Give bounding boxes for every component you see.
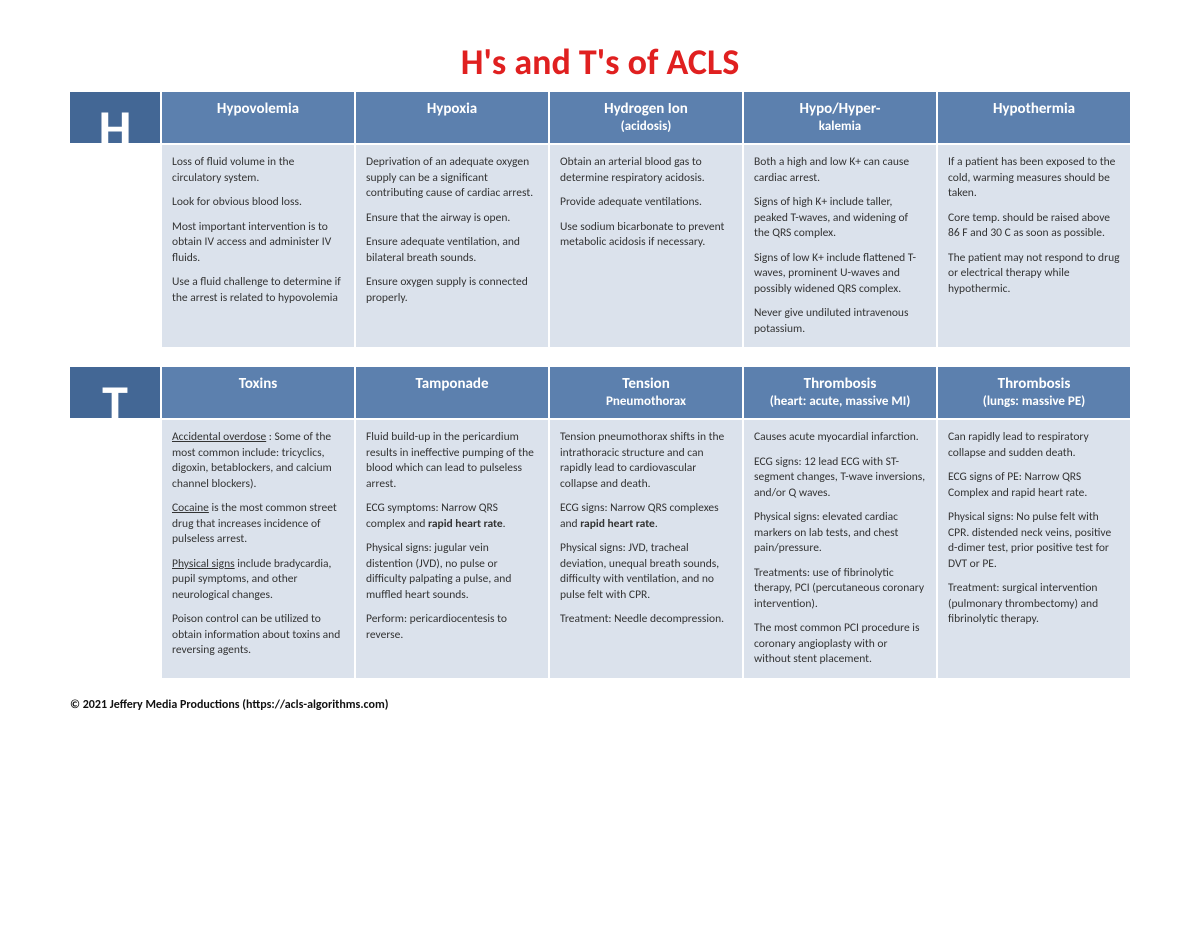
page: H's and T's of ACLS HHypovolemiaHypoxiaH… bbox=[0, 0, 1200, 732]
cell-paragraph: Deprivation of an adequate oxygen supply… bbox=[366, 155, 538, 202]
letter-box: T bbox=[70, 367, 160, 418]
cell-paragraph: Signs of high K+ include taller, peaked … bbox=[754, 195, 926, 242]
body-cell: Tension pneumothorax shifts in the intra… bbox=[550, 420, 742, 678]
column-header-sub: kalemia bbox=[750, 119, 930, 135]
column-header: Toxins bbox=[162, 367, 354, 418]
cell-paragraph: Physical signs include bradycardia, pupi… bbox=[172, 557, 344, 604]
cell-paragraph: If a patient has been exposed to the col… bbox=[948, 155, 1120, 202]
cell-paragraph: Physical signs: No pulse felt with CPR. … bbox=[948, 510, 1120, 572]
cell-paragraph: Provide adequate ventilations. bbox=[560, 195, 732, 211]
cell-paragraph: Look for obvious blood loss. bbox=[172, 195, 344, 211]
column-header-sub: Pneumothorax bbox=[556, 394, 736, 410]
cell-paragraph: Use sodium bicarbonate to prevent metabo… bbox=[560, 220, 732, 251]
cell-paragraph: ECG symptoms: Narrow QRS complex and rap… bbox=[366, 501, 538, 532]
cell-paragraph: Ensure oxygen supply is connected proper… bbox=[366, 275, 538, 306]
cell-paragraph: Signs of low K+ include flattened T-wave… bbox=[754, 251, 926, 298]
cell-paragraph: Perform: pericardiocentesis to reverse. bbox=[366, 612, 538, 643]
cell-paragraph: ECG signs: Narrow QRS complexes and rapi… bbox=[560, 501, 732, 532]
cell-paragraph: Most important intervention is to obtain… bbox=[172, 220, 344, 267]
column-header-main: Hypo/Hyper- bbox=[800, 100, 881, 118]
column-header-main: Toxins bbox=[239, 375, 278, 393]
section-h: H Hypovolemia Hypoxia Hydrogen Ion(acidosis… bbox=[70, 92, 1130, 347]
cell-paragraph: Core temp. should be raised above 86 F a… bbox=[948, 211, 1120, 242]
column-header-main: Hypovolemia bbox=[217, 100, 299, 118]
column-header-sub: (heart: acute, massive MI) bbox=[750, 394, 930, 410]
body-cell: If a patient has been exposed to the col… bbox=[938, 145, 1130, 347]
column-header: Hypovolemia bbox=[162, 92, 354, 143]
column-header-main: Hypoxia bbox=[427, 100, 477, 118]
page-title: H's and T's of ACLS bbox=[70, 40, 1130, 84]
letter-box: H bbox=[70, 92, 160, 143]
body-cell: Obtain an arterial blood gas to determin… bbox=[550, 145, 742, 347]
cell-paragraph: The patient may not respond to drug or e… bbox=[948, 251, 1120, 298]
column-header-sub: (acidosis) bbox=[556, 119, 736, 135]
cell-paragraph: The most common PCI procedure is coronar… bbox=[754, 621, 926, 668]
cell-paragraph: ECG signs: 12 lead ECG with ST-segment c… bbox=[754, 455, 926, 502]
cell-paragraph: Physical signs: jugular vein distention … bbox=[366, 541, 538, 603]
body-cell: Deprivation of an adequate oxygen supply… bbox=[356, 145, 548, 347]
column-header: Tamponade bbox=[356, 367, 548, 418]
column-header: Hypoxia bbox=[356, 92, 548, 143]
cell-paragraph: ECG signs of PE: Narrow QRS Complex and … bbox=[948, 470, 1120, 501]
sections-container: H Hypovolemia Hypoxia Hydrogen Ion(acidosis… bbox=[70, 92, 1130, 678]
column-header: TensionPneumothorax bbox=[550, 367, 742, 418]
cell-paragraph: Can rapidly lead to respiratory collapse… bbox=[948, 430, 1120, 461]
footer-copyright: © 2021 Jeffery Media Productions (https:… bbox=[70, 698, 1130, 712]
cell-paragraph: Ensure adequate ventilation, and bilater… bbox=[366, 235, 538, 266]
column-header-main: Thrombosis bbox=[804, 375, 877, 393]
cell-paragraph: Accidental overdose : Some of the most c… bbox=[172, 430, 344, 492]
cell-paragraph: Physical signs: elevated cardiac markers… bbox=[754, 510, 926, 557]
body-cell: Loss of fluid volume in the circulatory … bbox=[162, 145, 354, 347]
cell-paragraph: Loss of fluid volume in the circulatory … bbox=[172, 155, 344, 186]
body-cell: Fluid build-up in the pericardium result… bbox=[356, 420, 548, 678]
column-header-main: Thrombosis bbox=[998, 375, 1071, 393]
cell-paragraph: Tension pneumothorax shifts in the intra… bbox=[560, 430, 732, 492]
cell-paragraph: Treatments: use of fibrinolytic therapy,… bbox=[754, 566, 926, 613]
column-header-main: Hypothermia bbox=[993, 100, 1075, 118]
grid: ToxinsTamponadeTensionPneumothoraxThromb… bbox=[162, 367, 1130, 678]
column-header-main: Hydrogen Ion bbox=[604, 100, 688, 118]
column-header-sub: (lungs: massive PE) bbox=[944, 394, 1124, 410]
column-header: Thrombosis(heart: acute, massive MI) bbox=[744, 367, 936, 418]
column-header: Thrombosis(lungs: massive PE) bbox=[938, 367, 1130, 418]
cell-paragraph: Causes acute myocardial infarction. bbox=[754, 430, 926, 446]
body-cell: Can rapidly lead to respiratory collapse… bbox=[938, 420, 1130, 678]
cell-paragraph: Never give undiluted intravenous potassi… bbox=[754, 306, 926, 337]
cell-paragraph: Ensure that the airway is open. bbox=[366, 211, 538, 227]
column-header: Hydrogen Ion(acidosis) bbox=[550, 92, 742, 143]
cell-paragraph: Treatment: surgical intervention (pulmon… bbox=[948, 581, 1120, 628]
body-cell: Causes acute myocardial infarction. ECG s… bbox=[744, 420, 936, 678]
cell-paragraph: Poison control can be utilized to obtain… bbox=[172, 612, 344, 659]
column-header-main: Tension bbox=[622, 375, 670, 393]
column-header: Hypo/Hyper-kalemia bbox=[744, 92, 936, 143]
cell-paragraph: Physical signs: JVD, tracheal deviation,… bbox=[560, 541, 732, 603]
cell-paragraph: Cocaine is the most common street drug t… bbox=[172, 501, 344, 548]
cell-paragraph: Both a high and low K+ can cause cardiac… bbox=[754, 155, 926, 186]
cell-paragraph: Use a fluid challenge to determine if th… bbox=[172, 275, 344, 306]
cell-paragraph: Treatment: Needle decompression. bbox=[560, 612, 732, 628]
body-cell: Accidental overdose : Some of the most c… bbox=[162, 420, 354, 678]
grid: Hypovolemia Hypoxia Hydrogen Ion(acidosis)… bbox=[162, 92, 1130, 347]
section-t: TToxinsTamponadeTensionPneumothoraxThrom… bbox=[70, 367, 1130, 678]
column-header: Hypothermia bbox=[938, 92, 1130, 143]
cell-paragraph: Fluid build-up in the pericardium result… bbox=[366, 430, 538, 492]
body-cell: Both a high and low K+ can cause cardiac… bbox=[744, 145, 936, 347]
column-header-main: Tamponade bbox=[415, 375, 488, 393]
cell-paragraph: Obtain an arterial blood gas to determin… bbox=[560, 155, 732, 186]
